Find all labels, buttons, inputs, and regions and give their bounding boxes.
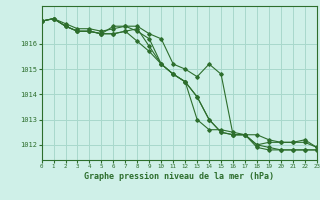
X-axis label: Graphe pression niveau de la mer (hPa): Graphe pression niveau de la mer (hPa) xyxy=(84,172,274,181)
